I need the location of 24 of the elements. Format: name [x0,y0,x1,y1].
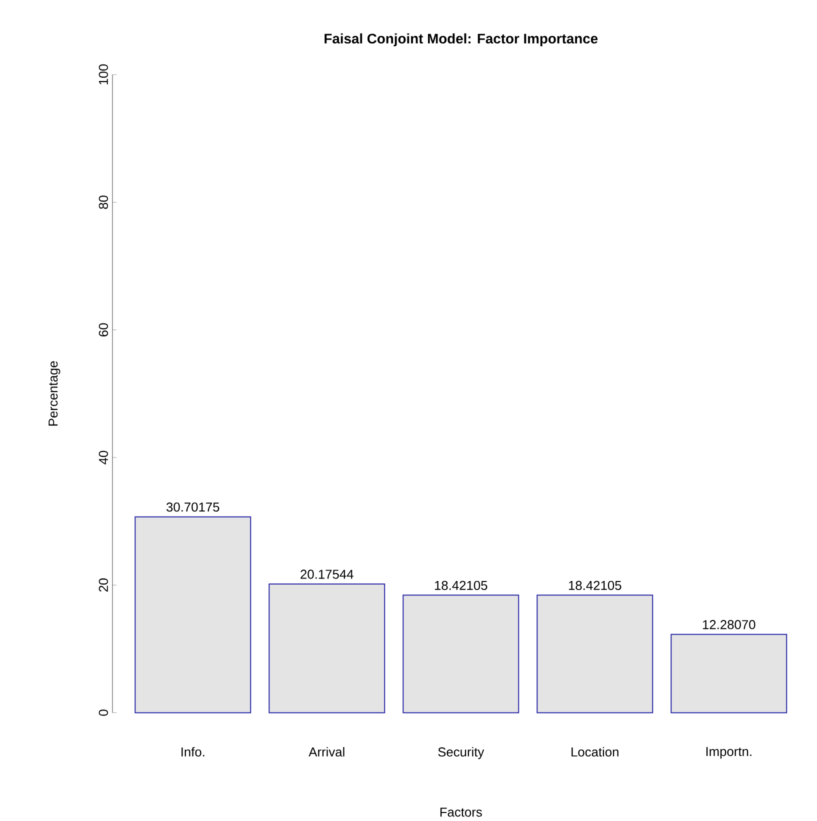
x-tick-label: Importn. [706,747,752,759]
x-axis-title: Factors [440,808,482,817]
y-tick-label: 80 [98,196,108,209]
y-tick-label: 20 [98,578,108,592]
x-tick-label: Security [438,747,484,760]
data-label: 30.70175 [166,502,220,512]
data-label: 20.17544 [300,570,354,579]
x-tick-label: Location [571,747,618,757]
data-label: 18.42105 [568,580,622,590]
bar [536,594,653,714]
x-tick-label: Info. [181,747,204,757]
chart-title: Faisal Conjoint Model: Factor Importance [324,33,598,46]
y-tick-label: 60 [98,323,108,336]
y-axis-title: Percentage [48,361,60,426]
data-label: 12.28070 [702,620,756,630]
bar [134,516,252,714]
y-tick-label: 100 [98,64,108,84]
y-tick-label: 40 [98,450,108,464]
bar [670,634,787,714]
bar [402,594,519,714]
x-tick-label: Arrival [308,747,344,757]
data-label: 18.42105 [434,580,488,590]
y-tick-label: 0 [98,710,108,716]
bar [268,583,385,714]
